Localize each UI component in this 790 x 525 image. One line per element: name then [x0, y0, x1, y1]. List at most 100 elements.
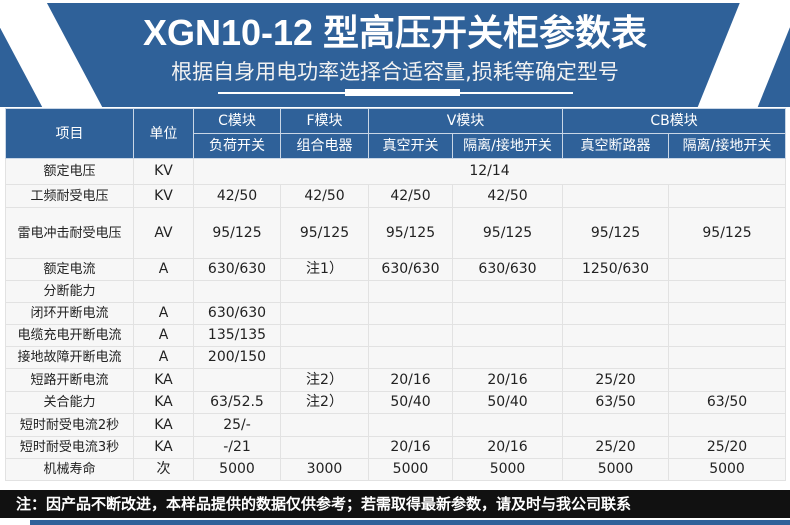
- header-group-cb: CB模块: [562, 108, 787, 134]
- row-value: [668, 324, 787, 347]
- row-value: [668, 258, 787, 281]
- subheader: 隔离/接地开关: [451, 133, 564, 159]
- subheader: 真空开关: [368, 133, 453, 159]
- parameter-table: 项目 单位 C模块 F模块 V模块 CB模块 负荷开关 组合电器 真空开关 隔离…: [5, 108, 787, 481]
- row-value: [451, 280, 564, 303]
- table-row: 接地故障开断电流 A 200/150: [5, 346, 787, 369]
- row-value: [562, 280, 670, 303]
- row-value: 5000: [368, 458, 453, 481]
- page-title: XGN10-12 型高压开关柜参数表: [142, 12, 648, 53]
- row-value: -/21: [193, 436, 281, 459]
- row-value: 25/-: [193, 413, 281, 437]
- row-value: 200/150: [193, 346, 281, 369]
- row-item: 短路开断电流: [5, 368, 134, 392]
- page-subtitle: 根据自身用电功率选择合适容量,损耗等确定型号: [171, 60, 619, 84]
- table-row: 机械寿命次 5000 3000 5000 5000 5000 5000: [5, 458, 787, 481]
- row-value: [368, 346, 453, 369]
- footer-note: 注：因产品不断改进，本样品提供的数据仅供参考；若需取得最新参数，请及时与我公司联…: [0, 490, 790, 518]
- table-row: 雷电冲击耐受电压 AV 95/125 95/125 95/125 95/125 95/125…: [5, 207, 787, 259]
- divider: [30, 520, 790, 525]
- row-unit: KA: [133, 413, 194, 437]
- table-row: 短路开断电流 KA 注2） 20/16 20/16 25/20: [5, 368, 787, 392]
- row-value: [562, 302, 670, 325]
- row-value: [368, 413, 453, 437]
- row-unit: [133, 280, 194, 303]
- subheader: 真空断路器: [562, 133, 670, 159]
- row-value: 630/630: [451, 258, 564, 281]
- table-row: 短时耐受电流2秒 KA 25/-: [5, 413, 787, 437]
- row-unit: A: [133, 302, 194, 325]
- row-value: [280, 302, 369, 325]
- row-unit: A: [133, 258, 194, 281]
- row-unit: KA: [133, 391, 194, 414]
- header-group-v: V模块: [367, 108, 564, 134]
- row-value: 42/50: [451, 184, 564, 208]
- row-value: 63/50: [668, 391, 787, 414]
- row-item: 工频耐受电压: [5, 184, 134, 208]
- row-item: 额定电压: [5, 158, 134, 185]
- row-value: 95/125: [451, 207, 564, 259]
- row-unit: A: [133, 346, 194, 369]
- row-value: 63/52.5: [193, 391, 281, 414]
- row-value: [368, 324, 453, 347]
- row-value: [668, 413, 787, 437]
- table-row: 工频耐受电压 KV 42/50 42/50 42/50 42/50: [5, 184, 787, 208]
- row-item: 雷电冲击耐受电压: [5, 207, 134, 259]
- row-value: 135/135: [193, 324, 281, 347]
- row-value: 25/20: [668, 436, 787, 459]
- row-value: [562, 184, 670, 208]
- row-value: [668, 368, 787, 392]
- row-value: 630/630: [193, 302, 281, 325]
- row-item: 短时耐受电流2秒: [5, 413, 134, 437]
- row-item: 额定电流: [5, 258, 134, 281]
- row-value: [668, 302, 787, 325]
- subheader: 负荷开关: [193, 133, 281, 159]
- row-value: [451, 302, 564, 325]
- row-value: 20/16: [451, 368, 564, 392]
- header-group-f: F模块: [280, 108, 369, 134]
- row-item: 机械寿命: [5, 458, 134, 481]
- row-value: 63/50: [562, 391, 670, 414]
- row-value: [368, 302, 453, 325]
- row-unit: AV: [133, 207, 194, 259]
- row-value: [562, 324, 670, 347]
- divider: [345, 89, 460, 96]
- table-row: 闭环开断电流 A 630/630: [5, 302, 787, 325]
- row-item: 闭环开断电流: [5, 302, 134, 325]
- row-value: [451, 413, 564, 437]
- row-value: 20/16: [368, 436, 453, 459]
- row-value: [280, 324, 369, 347]
- row-value: [280, 436, 369, 459]
- row-value: 20/16: [451, 436, 564, 459]
- row-value: 5000: [193, 458, 281, 481]
- row-value: 12/14: [192, 158, 787, 185]
- row-value: 25/20: [562, 436, 670, 459]
- row-unit: 次: [133, 458, 194, 481]
- row-value: [451, 324, 564, 347]
- row-unit: KA: [133, 436, 194, 459]
- row-item: 短时耐受电流3秒: [5, 436, 134, 459]
- row-value: [193, 368, 281, 392]
- row-value: [280, 280, 369, 303]
- table-row: 短时耐受电流3秒 KA -/21 20/16 20/16 25/20 25/20: [5, 436, 787, 459]
- row-unit: KV: [133, 158, 194, 185]
- table-row: 电缆充电开断电流 A 135/135: [5, 324, 787, 347]
- row-value: 42/50: [193, 184, 281, 208]
- row-value: [193, 280, 281, 303]
- header-unit: 单位: [133, 108, 194, 159]
- row-value: [668, 346, 787, 369]
- row-item: 关合能力: [5, 391, 134, 414]
- row-value: 95/125: [193, 207, 281, 259]
- row-value: [668, 184, 787, 208]
- row-value: 50/40: [368, 391, 453, 414]
- row-value: [562, 346, 670, 369]
- row-value: 5000: [562, 458, 670, 481]
- row-value: 1250/630: [562, 258, 670, 281]
- row-value: [280, 346, 369, 369]
- divider: [0, 0, 790, 3]
- table-row: 额定电压 KV 12/14: [5, 158, 787, 185]
- row-value: 630/630: [193, 258, 281, 281]
- row-item: 接地故障开断电流: [5, 346, 134, 369]
- row-value: 25/20: [562, 368, 670, 392]
- row-value: [280, 413, 369, 437]
